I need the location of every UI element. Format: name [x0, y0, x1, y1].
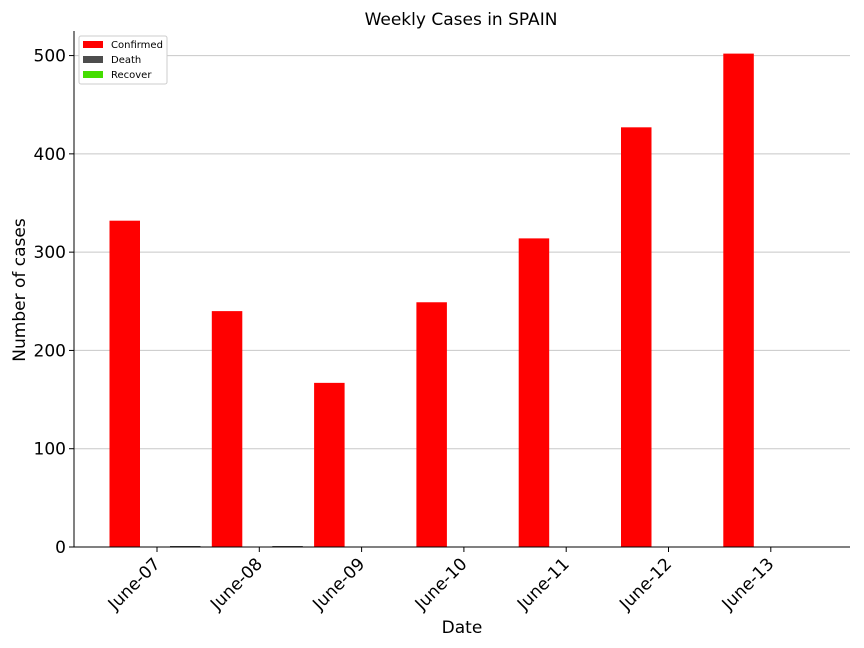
y-tick-label-300: 300: [34, 243, 66, 263]
bar-confirmed-june-07: [109, 220, 140, 548]
bar-confirmed-june-08: [211, 311, 243, 547]
bar-confirmed-june-11: [518, 238, 550, 547]
legend-label-confirmed: Confirmed: [111, 40, 163, 51]
chart-title: Weekly Cases in SPAIN: [365, 10, 558, 30]
y-tick-label-100: 100: [34, 440, 66, 460]
x-tick-label-june-13: June-13: [718, 554, 779, 615]
bars: [109, 53, 754, 548]
x-tick-label-june-09: June-09: [308, 554, 369, 615]
y-tick-label-400: 400: [34, 145, 66, 165]
legend-swatch-death: [83, 56, 103, 63]
grid-lines: [74, 55, 850, 450]
x-tick-label-june-10: June-10: [411, 554, 472, 615]
y-tick-label-500: 500: [34, 47, 66, 67]
x-tick-label-june-11: June-11: [513, 554, 574, 615]
tick-labels: 0 100 200 300 400 500 June-07 June-08 June-09 Jun…: [34, 47, 779, 615]
bar-confirmed-june-09: [314, 382, 345, 547]
bar-confirmed-june-13: [723, 53, 754, 547]
bar-confirmed-june-12: [621, 127, 652, 547]
y-tick-label-200: 200: [34, 341, 66, 361]
x-tick-label-june-08: June-08: [206, 554, 267, 615]
legend-swatch-recover: [83, 71, 103, 78]
legend: Confirmed Death Recover: [78, 35, 168, 85]
x-axis-label: Date: [442, 618, 483, 638]
x-tick-label-june-07: June-07: [104, 554, 165, 615]
y-axis-label: Number of cases: [10, 218, 30, 362]
bar-confirmed-june-10: [416, 302, 447, 547]
y-tick-label-0: 0: [55, 538, 66, 558]
x-tick-label-june-12: June-12: [615, 554, 676, 615]
legend-label-death: Death: [111, 55, 141, 66]
legend-label-recover: Recover: [111, 70, 152, 81]
axes: [73, 31, 850, 548]
legend-swatch-confirmed: [83, 41, 103, 48]
